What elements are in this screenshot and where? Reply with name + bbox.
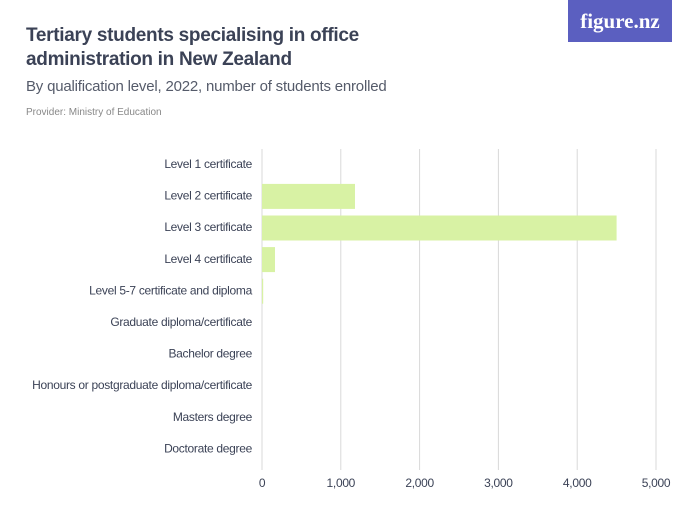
x-tick-label: 3,000: [484, 476, 513, 490]
y-tick-label: Level 2 certificate: [164, 189, 252, 203]
bar: [262, 247, 276, 273]
y-tick-label: Bachelor degree: [168, 347, 252, 361]
x-tick-label: 5,000: [642, 476, 671, 490]
provider: Provider: Ministry of Education: [26, 107, 162, 118]
y-tick-label: Honours or postgraduate diploma/certific…: [32, 378, 253, 392]
x-tick-label: 0: [259, 476, 266, 490]
chart-subtitle: By qualification level, 2022, number of …: [26, 78, 387, 95]
x-tick-label: 1,000: [327, 476, 356, 490]
chart-title: Tertiary students specialising in office…: [26, 25, 359, 70]
y-tick-label: Graduate diploma/certificate: [110, 315, 252, 329]
y-tick-label: Level 5-7 certificate and diploma: [89, 283, 252, 297]
y-tick-label: Level 1 certificate: [164, 157, 252, 171]
logo[interactable]: figure.nz: [568, 0, 672, 42]
bar: [262, 278, 264, 304]
x-tick-label: 4,000: [563, 476, 592, 490]
y-tick-label: Level 3 certificate: [164, 220, 252, 234]
y-tick-label: Level 4 certificate: [164, 252, 252, 266]
y-tick-label: Masters degree: [173, 410, 253, 424]
bar: [262, 215, 617, 241]
y-tick-label: Doctorate degree: [164, 441, 253, 455]
bar: [262, 183, 355, 209]
x-tick-label: 2,000: [405, 476, 434, 490]
